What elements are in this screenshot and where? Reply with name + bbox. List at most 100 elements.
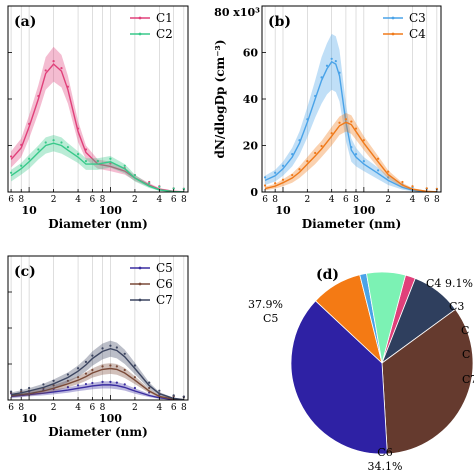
data-point	[133, 173, 136, 177]
data-point	[411, 185, 414, 188]
series-band-c3	[265, 33, 437, 193]
data-point	[133, 364, 136, 367]
data-point	[123, 164, 126, 167]
data-point	[52, 139, 55, 142]
pie-label-c4: C4	[426, 277, 441, 290]
data-point	[263, 176, 267, 179]
x-minor-tick-label: 8	[272, 195, 278, 205]
data-point	[91, 354, 94, 357]
data-point	[9, 390, 13, 393]
data-point	[350, 146, 353, 149]
data-point	[172, 394, 175, 397]
data-point	[330, 132, 333, 135]
data-point	[344, 118, 348, 121]
series-band-c1	[11, 46, 184, 192]
legend-marker	[138, 266, 142, 270]
legend-label-c2: C2	[156, 27, 173, 41]
panel-label: (c)	[14, 264, 36, 280]
legend-marker	[138, 16, 142, 20]
data-point	[291, 173, 294, 177]
x-minor-tick-label: 8	[100, 195, 106, 205]
x-minor-tick-label: 4	[156, 403, 162, 413]
legend-marker	[391, 16, 395, 20]
data-point	[435, 187, 438, 190]
pie-label-c2: C	[461, 324, 469, 337]
x-minor-tick-label: 6	[171, 403, 177, 413]
data-point	[281, 164, 285, 167]
x-minor-tick-label: 6	[90, 195, 96, 205]
x-minor-tick-label: 6	[171, 195, 177, 205]
data-point	[362, 139, 365, 142]
data-point	[84, 382, 88, 386]
x-minor-tick-label: 6	[8, 403, 14, 413]
y-tick-label: 40	[243, 93, 259, 106]
data-point	[133, 376, 136, 379]
data-point	[401, 180, 404, 184]
data-point	[84, 360, 88, 363]
data-point	[306, 118, 309, 121]
data-point	[37, 148, 40, 151]
pie-label-c5: C5	[263, 312, 278, 325]
x-major-tick-label: 10	[275, 204, 291, 217]
x-axis-title: Diameter (nm)	[48, 217, 148, 231]
data-point	[66, 146, 70, 149]
data-point	[148, 182, 151, 185]
x-minor-tick-label: 8	[181, 195, 187, 205]
data-point	[298, 168, 301, 171]
x-axis-title: Diameter (nm)	[302, 217, 402, 231]
y-tick-label: 20	[243, 140, 259, 153]
data-point	[28, 157, 31, 160]
data-point	[314, 94, 317, 98]
data-point	[387, 176, 390, 179]
data-point	[274, 171, 277, 174]
series-line-c4	[264, 121, 437, 193]
data-point	[115, 365, 118, 368]
data-point	[9, 171, 13, 174]
data-point	[84, 372, 88, 375]
data-point	[320, 144, 323, 148]
data-point	[123, 368, 126, 372]
data-point	[66, 85, 70, 88]
x-axis-title: Diameter (nm)	[48, 425, 148, 439]
data-point	[387, 170, 390, 173]
data-point	[338, 121, 341, 124]
series-line-c3	[264, 60, 437, 193]
data-point	[109, 162, 112, 165]
data-point	[148, 381, 151, 384]
x-minor-tick-label: 2	[385, 195, 391, 205]
x-minor-tick-label: 6	[343, 195, 349, 205]
pie-label-c3: C3	[449, 300, 464, 313]
x-minor-tick-label: 4	[75, 403, 81, 413]
data-point	[91, 368, 94, 372]
x-minor-tick-label: 8	[353, 195, 359, 205]
data-point	[148, 386, 151, 390]
data-point	[330, 57, 333, 60]
x-minor-tick-label: 2	[304, 195, 310, 205]
pie-slice-c6	[381, 308, 474, 455]
data-point	[354, 153, 358, 156]
legend-marker	[138, 298, 142, 302]
data-point	[298, 139, 301, 142]
panel-label: (a)	[14, 14, 36, 30]
series-line-c1	[10, 63, 184, 193]
data-point	[123, 352, 126, 355]
x-major-tick-label: 100	[352, 204, 375, 217]
data-point	[9, 155, 13, 158]
x-minor-tick-label: 8	[181, 403, 187, 413]
series-band-c7	[11, 340, 184, 400]
data-point	[376, 169, 380, 172]
data-point	[376, 157, 380, 160]
series-line-c5	[11, 384, 184, 401]
data-point	[76, 384, 80, 387]
data-point	[44, 141, 47, 144]
data-point	[60, 141, 63, 144]
x-major-tick-label: 100	[99, 204, 122, 217]
data-point	[37, 94, 40, 98]
data-point	[20, 143, 23, 146]
data-point	[76, 127, 80, 130]
legend-label-c1: C1	[156, 11, 173, 25]
data-point	[42, 383, 45, 386]
data-point	[350, 120, 353, 123]
